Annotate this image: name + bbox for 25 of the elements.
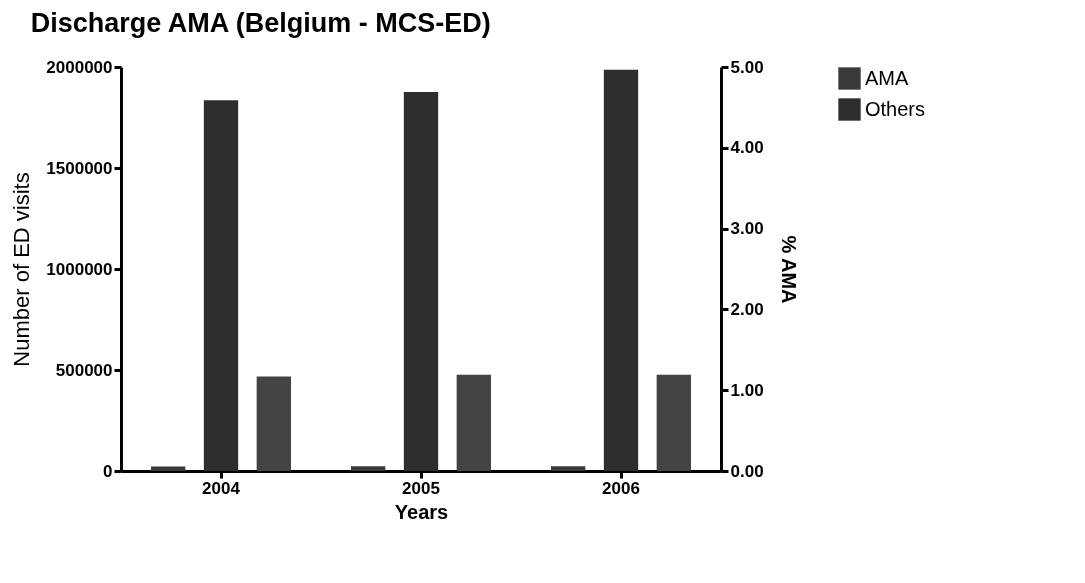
chart-title: Discharge AMA (Belgium - MCS-ED) xyxy=(30,8,491,38)
y2-tick-label: 4.00 xyxy=(730,138,764,158)
y2-tick-label: 0.00 xyxy=(730,461,764,481)
legend-label: AMA xyxy=(865,66,909,89)
y-tick-label: 2000000 xyxy=(46,57,113,77)
bar xyxy=(351,466,386,471)
y-axis-title: Number of ED visits xyxy=(9,172,35,367)
bar xyxy=(603,69,639,471)
bar xyxy=(403,92,439,471)
y2-tick-label: 3.00 xyxy=(730,219,764,239)
y2-axis-title: % AMA xyxy=(777,235,800,304)
bar xyxy=(551,466,586,471)
y-tick-label: 0 xyxy=(103,461,113,481)
x-tick-label: 2005 xyxy=(402,478,440,498)
y2-tick-label: 1.00 xyxy=(730,380,764,400)
y-tick-label: 1000000 xyxy=(46,259,113,279)
y2-tick-label: 5.00 xyxy=(730,57,764,77)
bar xyxy=(203,100,239,471)
x-tick-label: 2004 xyxy=(202,478,241,498)
y-tick-label: 500000 xyxy=(55,360,113,380)
legend-label: Others xyxy=(865,97,926,120)
y2-tick-label: 2.00 xyxy=(730,299,764,319)
x-tick-label: 2006 xyxy=(602,478,640,498)
y-tick-label: 1500000 xyxy=(46,158,113,178)
x-axis-title: Years xyxy=(394,500,449,523)
